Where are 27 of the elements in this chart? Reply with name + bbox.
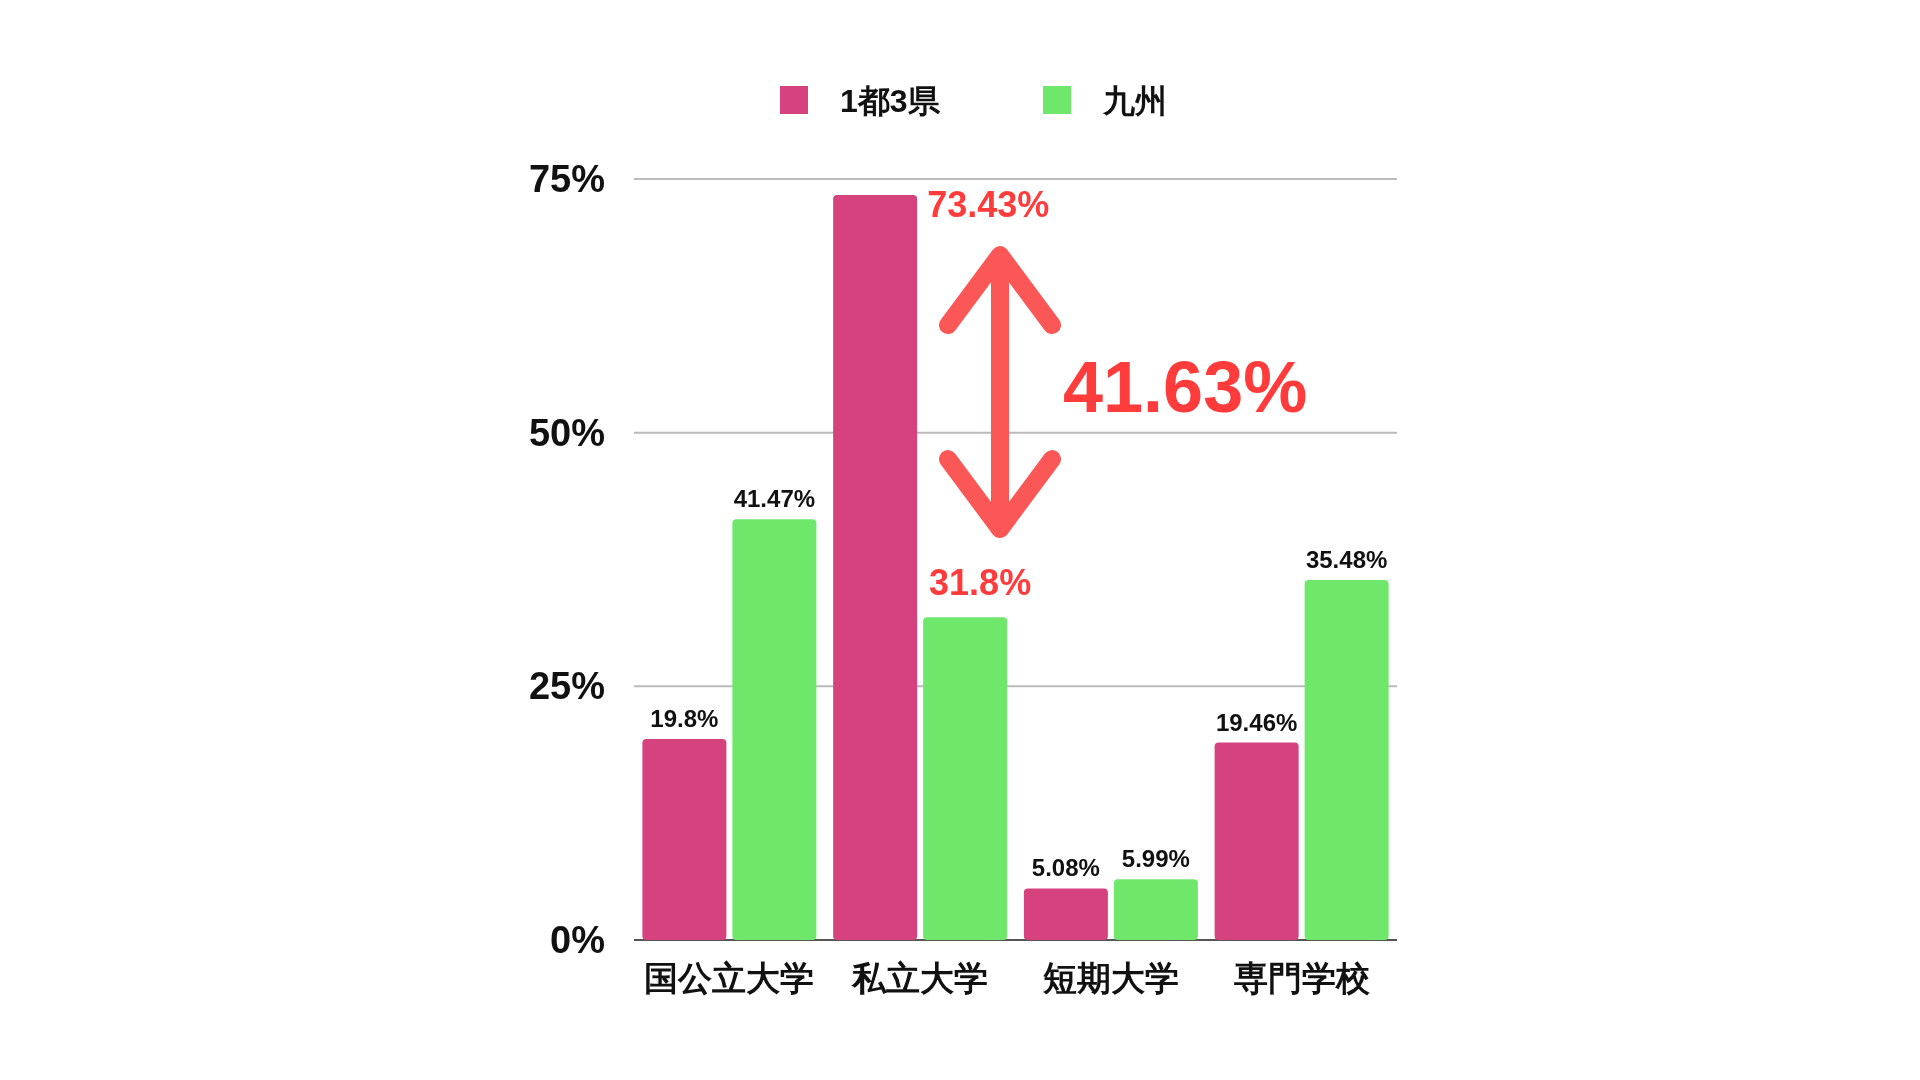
bar xyxy=(1113,879,1198,940)
data-label: 19.8% xyxy=(650,705,719,733)
legend-label: 1都3県 xyxy=(840,83,941,119)
bar xyxy=(642,739,727,940)
x-tick-label: 専門学校 xyxy=(1233,959,1371,997)
bar xyxy=(732,519,817,940)
annotation: 41.63% xyxy=(1063,347,1308,427)
x-tick-label: 私立大学 xyxy=(851,959,989,997)
data-label: 19.46% xyxy=(1215,708,1298,736)
bar xyxy=(1023,888,1108,940)
data-label: 41.47% xyxy=(733,485,816,513)
data-label: 5.08% xyxy=(1031,854,1100,882)
y-tick-label: 0% xyxy=(550,919,605,961)
data-label: 5.99% xyxy=(1121,845,1190,873)
y-tick-label: 25% xyxy=(528,665,605,708)
annotation: 73.43% xyxy=(927,183,1050,225)
y-tick-label: 50% xyxy=(528,411,605,454)
annotation: 31.8% xyxy=(929,562,1032,604)
bar xyxy=(1304,580,1389,940)
y-tick-label: 75% xyxy=(528,158,605,200)
data-label: 35.48% xyxy=(1305,546,1388,573)
bar xyxy=(923,617,1008,940)
bar xyxy=(1214,742,1299,940)
x-tick-label: 短期大学 xyxy=(1041,959,1179,997)
bar xyxy=(833,194,918,940)
legend-label: 九州 xyxy=(1102,83,1167,119)
x-tick-label: 国公立大学 xyxy=(644,959,815,997)
